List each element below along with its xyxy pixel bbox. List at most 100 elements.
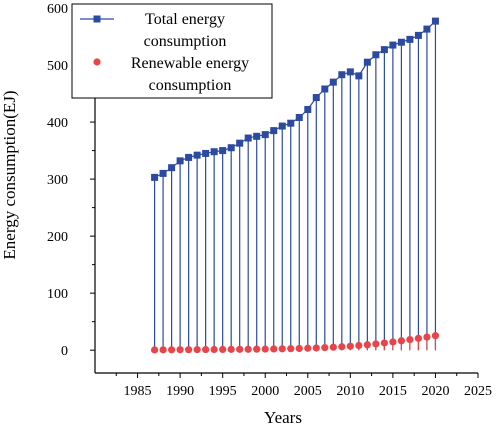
renewable-point [295, 344, 303, 353]
total-point [210, 148, 218, 156]
x-tick-label: 2025 [464, 384, 492, 399]
total-point [236, 139, 244, 147]
renewable-point [397, 337, 405, 345]
x-axis-title: Years [264, 408, 302, 427]
total-point [244, 134, 252, 142]
total-series-line [154, 20, 436, 178]
x-axis-ticks: 1985 1990 1995 2000 2005 2010 2015 2020 2025 [115, 373, 492, 399]
markers-layer [150, 17, 440, 354]
legend-renewable-label: Renewable energy consumption [131, 55, 249, 94]
legend-total-marker [93, 15, 101, 23]
renewable-point [210, 345, 218, 354]
renewable-point [270, 345, 278, 353]
total-point [176, 157, 184, 165]
total-point [270, 127, 278, 135]
total-point [168, 164, 176, 172]
renewable-point [236, 345, 244, 353]
total-point [227, 144, 235, 152]
renewable-point [329, 343, 337, 351]
total-point [355, 72, 363, 80]
total-point [261, 131, 269, 139]
total-point [321, 85, 329, 93]
total-point [295, 114, 303, 121]
renewable-point [338, 343, 346, 351]
renewable-point [346, 342, 354, 350]
renewable-point [176, 346, 184, 354]
legend-renewable-marker [93, 58, 101, 66]
renewable-point [431, 332, 440, 340]
y-tick-label: 0 [61, 344, 68, 359]
x-tick-label: 1995 [209, 384, 237, 399]
renewable-point [389, 338, 397, 346]
total-point [338, 71, 346, 79]
renewable-point [227, 345, 235, 353]
total-point [278, 122, 286, 130]
total-point [423, 25, 431, 33]
total-point [304, 106, 312, 114]
renewable-point [372, 340, 380, 348]
renewable-point [253, 345, 261, 353]
renewable-point [414, 334, 423, 342]
y-tick-label: 400 [47, 116, 68, 131]
stems-layer [153, 20, 437, 351]
total-point [287, 119, 295, 127]
renewable-point [244, 345, 252, 353]
renewable-point [321, 344, 329, 352]
x-tick-label: 2020 [421, 384, 449, 399]
renewable-point [193, 346, 201, 354]
total-point [193, 151, 201, 159]
y-tick-label: 200 [47, 230, 68, 245]
axes: 1985 1990 1995 2000 2005 2010 2015 2020 2025 0 10… [47, 2, 492, 399]
total-point [431, 17, 439, 25]
total-point [346, 68, 354, 76]
legend: Total energy consumption Renewable energy… [71, 3, 273, 99]
renewable-point [150, 346, 159, 354]
x-tick-label: 2010 [336, 384, 364, 399]
renewable-point [185, 346, 193, 354]
total-point [397, 38, 405, 46]
total-point [363, 58, 371, 66]
x-tick-label: 2000 [251, 384, 279, 399]
renewable-point [304, 344, 312, 352]
renewable-point [363, 341, 371, 349]
y-tick-label: 500 [47, 59, 68, 74]
renewable-point [380, 339, 388, 347]
x-tick-label: 2015 [379, 384, 407, 399]
renewable-point [278, 345, 286, 353]
y-tick-label: 300 [47, 173, 68, 188]
renewable-point [261, 345, 269, 353]
x-tick-label: 1990 [166, 384, 194, 399]
legend-item-total: Total energy consumption [80, 11, 226, 50]
y-tick-label: 600 [47, 2, 68, 17]
total-point [185, 153, 193, 161]
total-point [219, 147, 227, 155]
x-tick-label: 1985 [124, 384, 152, 399]
total-point [406, 35, 414, 43]
legend-item-renewable: Renewable energy consumption [93, 55, 249, 94]
legend-total-label: Total energy consumption [144, 11, 227, 50]
renewable-point [219, 345, 227, 354]
renewable-point [159, 346, 167, 354]
y-axis-title: Energy consumption(EJ) [0, 90, 19, 259]
renewable-point [355, 341, 363, 350]
renewable-point [202, 345, 210, 354]
total-point [414, 31, 422, 39]
legend-box [71, 3, 273, 99]
total-point [151, 173, 159, 181]
x-tick-label: 2005 [294, 384, 322, 399]
y-tick-label: 100 [47, 287, 68, 302]
renewable-point [423, 333, 431, 341]
total-point [159, 169, 167, 177]
renewable-point [287, 345, 295, 353]
renewable-point [168, 346, 176, 354]
renewable-point [312, 344, 320, 352]
total-point [312, 94, 320, 102]
total-point [372, 51, 380, 59]
total-point [380, 46, 388, 54]
plot-area [150, 17, 440, 354]
total-point [253, 132, 261, 140]
total-point [389, 41, 397, 49]
y-axis-ticks: 0 100 200 300 400 500 600 [47, 2, 95, 359]
total-point [202, 149, 210, 157]
